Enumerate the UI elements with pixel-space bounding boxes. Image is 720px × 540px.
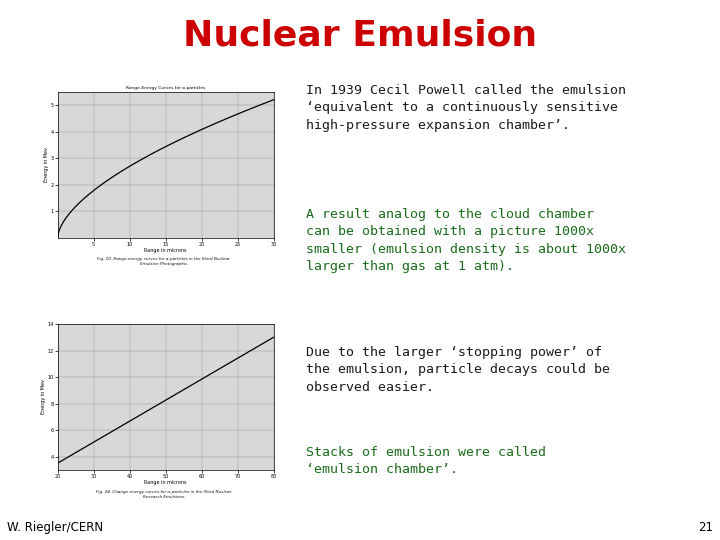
- Text: W. Riegler/CERN: W. Riegler/CERN: [7, 521, 104, 534]
- Title: Range-Energy Curves for α-particles: Range-Energy Curves for α-particles: [126, 86, 205, 90]
- Text: Stacks of emulsion were called
‘emulsion chamber’.: Stacks of emulsion were called ‘emulsion…: [306, 446, 546, 476]
- Text: Fig. 10. Range-energy curves for α-particles in the Ilford Nuclear
Emulsion Phot: Fig. 10. Range-energy curves for α-parti…: [97, 258, 230, 266]
- Y-axis label: Energy in Mev: Energy in Mev: [41, 380, 46, 414]
- Text: In 1939 Cecil Powell called the emulsion
‘equivalent to a continuously sensitive: In 1939 Cecil Powell called the emulsion…: [306, 84, 626, 132]
- Text: Nuclear Emulsion: Nuclear Emulsion: [183, 19, 537, 53]
- Text: A result analog to the cloud chamber
can be obtained with a picture 1000x
smalle: A result analog to the cloud chamber can…: [306, 208, 626, 273]
- Y-axis label: Energy in Mev: Energy in Mev: [44, 147, 49, 182]
- Text: Fig. 24. Change-energy curves for α-particles in the Ilford Nuclear
Research Emu: Fig. 24. Change-energy curves for α-part…: [96, 490, 232, 498]
- X-axis label: Range in microns: Range in microns: [144, 248, 187, 253]
- X-axis label: Range in microns: Range in microns: [144, 481, 187, 485]
- Text: 21: 21: [698, 521, 713, 534]
- Text: Due to the larger ‘stopping power’ of
the emulsion, particle decays could be
obs: Due to the larger ‘stopping power’ of th…: [306, 346, 610, 394]
